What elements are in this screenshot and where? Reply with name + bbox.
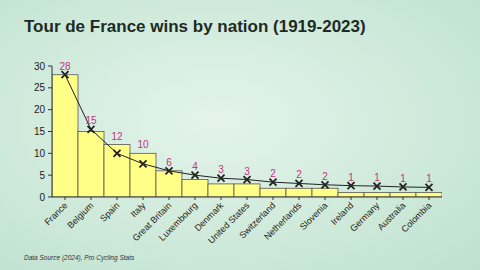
data-label: 6 [166, 157, 172, 168]
x-tick [117, 197, 118, 200]
marker [166, 167, 173, 174]
bar [182, 180, 208, 197]
bar [390, 193, 416, 197]
marker [192, 172, 199, 179]
marker [114, 150, 121, 157]
x-tick-label: Netherlands [262, 200, 304, 242]
y-tick [48, 87, 52, 88]
source-note: Data Source (2024), Pro Cycling Stats [24, 254, 135, 262]
y-tick-label: 0 [39, 192, 45, 203]
x-tick-label: Colombia [399, 200, 433, 234]
x-tick-label: Belgium [65, 200, 95, 230]
y-tick [48, 66, 52, 67]
x-tick-label: Germany [348, 200, 382, 234]
marker [426, 184, 433, 191]
marker [218, 175, 225, 182]
bar [286, 188, 312, 197]
data-label: 1 [400, 173, 406, 184]
bar [156, 171, 182, 197]
bar [312, 188, 338, 197]
y-tick-label: 30 [34, 61, 46, 72]
data-label: 1 [348, 172, 354, 183]
x-tick [299, 197, 300, 200]
y-tick [48, 131, 52, 132]
x-tick-label: Spain [98, 200, 121, 223]
marker [244, 176, 251, 183]
data-label: 4 [192, 161, 198, 172]
x-tick [195, 197, 196, 200]
x-tick [91, 197, 92, 200]
data-label: 2 [322, 171, 328, 182]
marker [296, 180, 303, 187]
x-tick [65, 197, 66, 200]
bar [104, 145, 130, 197]
data-label: 2 [296, 169, 302, 180]
marks [52, 71, 442, 197]
marker [62, 71, 69, 78]
y-tick-label: 15 [34, 126, 46, 137]
data-label: 15 [85, 115, 97, 126]
trend-line [65, 75, 429, 188]
y-tick [48, 197, 52, 198]
data-label: 1 [374, 172, 380, 183]
marker [348, 182, 355, 189]
marker [374, 183, 381, 190]
labels: 28 15 12 10 6 4 3 3 2 2 2 1 1 1 1 [59, 61, 432, 185]
bar [78, 132, 104, 198]
y-tick-label: 25 [34, 82, 46, 93]
data-label: 10 [137, 139, 149, 150]
x-tick [377, 197, 378, 200]
bar [260, 188, 286, 197]
x-tick-label: Italy [129, 200, 148, 219]
title: Tour de France wins by nation (1919-2023… [24, 17, 366, 36]
x-tick [429, 197, 430, 200]
chart: Tour de France wins by nation (1919-2023… [0, 0, 480, 270]
x-tick-label: Slovenia [298, 200, 329, 231]
bar [208, 184, 234, 197]
x-tick [247, 197, 248, 200]
bar [364, 193, 390, 197]
bar [234, 184, 260, 197]
marker [270, 179, 277, 186]
x-tick [143, 197, 144, 200]
y-tick-label: 10 [34, 148, 46, 159]
x-tick [403, 197, 404, 200]
data-label: 2 [270, 168, 276, 179]
y-tick-label: 5 [39, 170, 45, 181]
data-label: 1 [426, 173, 432, 184]
x-tick [325, 197, 326, 200]
data-label: 3 [218, 164, 224, 175]
y-tick [48, 153, 52, 154]
x-tick [169, 197, 170, 200]
marker [322, 181, 329, 188]
x-tick [351, 197, 352, 200]
y-tick-label: 20 [34, 104, 46, 115]
y-tick [48, 109, 52, 110]
bar [416, 193, 442, 197]
data-label: 3 [244, 166, 250, 177]
data-label: 12 [111, 131, 123, 142]
x-tick-label: Luxembourg [157, 200, 199, 242]
marker [88, 126, 95, 133]
marker [400, 183, 407, 190]
x-tick [221, 197, 222, 200]
x-tick [273, 197, 274, 200]
data-label: 28 [59, 61, 71, 72]
axes: 051015202530FranceBelgiumSpainItalyGreat… [34, 61, 442, 246]
marker [140, 160, 147, 167]
y-tick [48, 175, 52, 176]
bar [338, 193, 364, 197]
